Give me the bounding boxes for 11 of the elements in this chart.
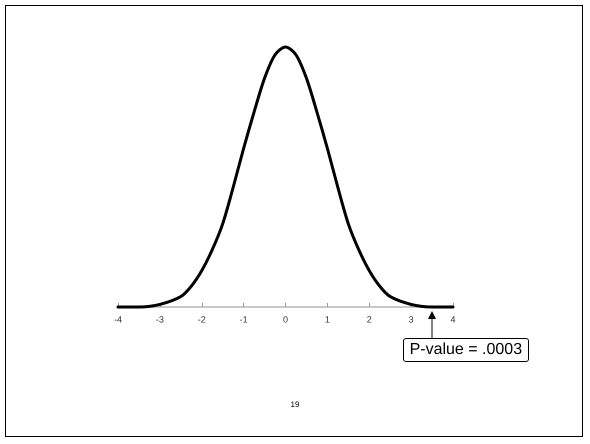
annotation: P-value = .0003 xyxy=(402,338,530,362)
x-tick-label: 3 xyxy=(408,314,414,324)
x-tick-label: -4 xyxy=(114,314,122,324)
text: 19 xyxy=(290,400,300,409)
x-tick-label: 1 xyxy=(324,314,330,324)
x-tick-label: -3 xyxy=(156,314,164,324)
x-tick-label: -2 xyxy=(198,314,206,324)
x-tick-label: 2 xyxy=(366,314,372,324)
x-tick-label: 4 xyxy=(450,314,456,324)
x-tick-label: 0 xyxy=(282,314,288,324)
x-tick-label: -1 xyxy=(240,314,248,324)
